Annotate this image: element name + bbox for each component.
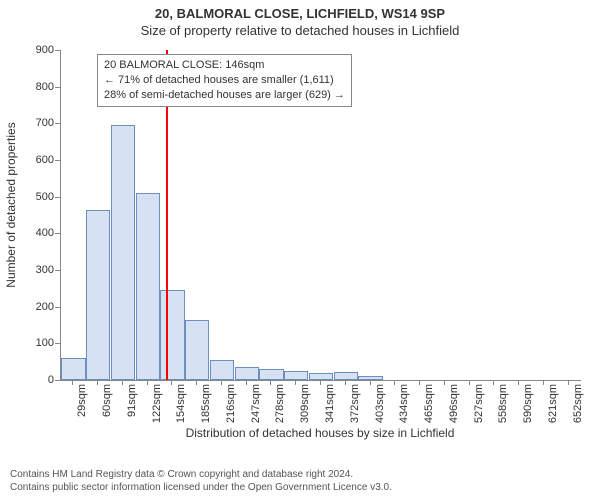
x-tick-label: 652sqm bbox=[572, 384, 584, 430]
x-tick-mark bbox=[320, 380, 321, 385]
x-tick-mark bbox=[370, 380, 371, 385]
y-tick-label: 600 bbox=[0, 154, 60, 166]
histogram-bar bbox=[259, 369, 283, 380]
x-tick-mark bbox=[122, 380, 123, 385]
x-tick-mark bbox=[444, 380, 445, 385]
histogram-bar bbox=[309, 373, 333, 380]
page-title-desc: Size of property relative to detached ho… bbox=[0, 21, 600, 42]
x-tick-mark bbox=[345, 380, 346, 385]
x-tick-label: 278sqm bbox=[274, 384, 286, 430]
histogram-bar bbox=[185, 320, 209, 381]
callout-line: ← 71% of detached houses are smaller (1,… bbox=[104, 73, 345, 88]
y-tick-label: 200 bbox=[0, 301, 60, 313]
y-tick-mark bbox=[55, 160, 60, 161]
histogram-bar bbox=[111, 125, 135, 380]
callout-line: 28% of semi-detached houses are larger (… bbox=[104, 88, 345, 103]
x-tick-mark bbox=[171, 380, 172, 385]
x-tick-label: 372sqm bbox=[349, 384, 361, 430]
y-tick-mark bbox=[55, 307, 60, 308]
footer-attribution: Contains HM Land Registry data © Crown c… bbox=[10, 468, 392, 494]
y-tick-mark bbox=[55, 197, 60, 198]
x-tick-mark bbox=[295, 380, 296, 385]
x-tick-label: 403sqm bbox=[374, 384, 386, 430]
y-tick-mark bbox=[55, 50, 60, 51]
x-tick-mark bbox=[97, 380, 98, 385]
x-tick-mark bbox=[147, 380, 148, 385]
y-tick-label: 400 bbox=[0, 227, 60, 239]
x-tick-label: 60sqm bbox=[101, 384, 113, 430]
x-tick-label: 309sqm bbox=[299, 384, 311, 430]
x-tick-label: 29sqm bbox=[76, 384, 88, 430]
x-tick-label: 247sqm bbox=[250, 384, 262, 430]
x-tick-label: 185sqm bbox=[200, 384, 212, 430]
x-tick-mark bbox=[196, 380, 197, 385]
plot-area: 20 BALMORAL CLOSE: 146sqm← 71% of detach… bbox=[60, 50, 581, 381]
page-title-address: 20, BALMORAL CLOSE, LICHFIELD, WS14 9SP bbox=[0, 0, 600, 21]
histogram-bar bbox=[284, 371, 308, 380]
y-tick-mark bbox=[55, 270, 60, 271]
y-tick-label: 300 bbox=[0, 264, 60, 276]
y-tick-mark bbox=[55, 87, 60, 88]
y-tick-label: 700 bbox=[0, 117, 60, 129]
x-tick-mark bbox=[246, 380, 247, 385]
x-tick-label: 496sqm bbox=[448, 384, 460, 430]
x-tick-mark bbox=[221, 380, 222, 385]
x-tick-mark bbox=[568, 380, 569, 385]
y-tick-label: 900 bbox=[0, 44, 60, 56]
y-tick-mark bbox=[55, 380, 60, 381]
x-tick-label: 122sqm bbox=[151, 384, 163, 430]
x-tick-label: 91sqm bbox=[126, 384, 138, 430]
x-tick-label: 216sqm bbox=[225, 384, 237, 430]
x-tick-mark bbox=[270, 380, 271, 385]
histogram-bar bbox=[334, 372, 358, 380]
histogram-bar bbox=[160, 290, 184, 380]
y-tick-mark bbox=[55, 233, 60, 234]
histogram-bar bbox=[61, 358, 85, 380]
x-tick-label: 590sqm bbox=[522, 384, 534, 430]
y-tick-mark bbox=[55, 343, 60, 344]
x-tick-mark bbox=[72, 380, 73, 385]
x-tick-mark bbox=[394, 380, 395, 385]
x-tick-mark bbox=[469, 380, 470, 385]
y-tick-label: 100 bbox=[0, 337, 60, 349]
x-tick-label: 558sqm bbox=[497, 384, 509, 430]
footer-line1: Contains HM Land Registry data © Crown c… bbox=[10, 468, 392, 481]
y-tick-label: 500 bbox=[0, 191, 60, 203]
x-tick-mark bbox=[493, 380, 494, 385]
y-tick-label: 800 bbox=[0, 81, 60, 93]
callout-line: 20 BALMORAL CLOSE: 146sqm bbox=[104, 58, 345, 73]
y-tick-mark bbox=[55, 123, 60, 124]
x-tick-mark bbox=[419, 380, 420, 385]
x-tick-label: 434sqm bbox=[398, 384, 410, 430]
x-tick-label: 154sqm bbox=[175, 384, 187, 430]
histogram-bar bbox=[210, 360, 234, 380]
histogram-bar bbox=[235, 367, 259, 380]
histogram-chart: Number of detached properties 20 BALMORA… bbox=[0, 42, 600, 440]
footer-line2: Contains public sector information licen… bbox=[10, 481, 392, 494]
marker-callout: 20 BALMORAL CLOSE: 146sqm← 71% of detach… bbox=[97, 54, 352, 107]
x-tick-label: 621sqm bbox=[547, 384, 559, 430]
x-tick-mark bbox=[518, 380, 519, 385]
x-tick-label: 341sqm bbox=[324, 384, 336, 430]
x-tick-label: 527sqm bbox=[473, 384, 485, 430]
histogram-bar bbox=[136, 193, 160, 380]
x-tick-mark bbox=[543, 380, 544, 385]
y-tick-label: 0 bbox=[0, 374, 60, 386]
x-tick-label: 465sqm bbox=[423, 384, 435, 430]
histogram-bar bbox=[86, 210, 110, 381]
